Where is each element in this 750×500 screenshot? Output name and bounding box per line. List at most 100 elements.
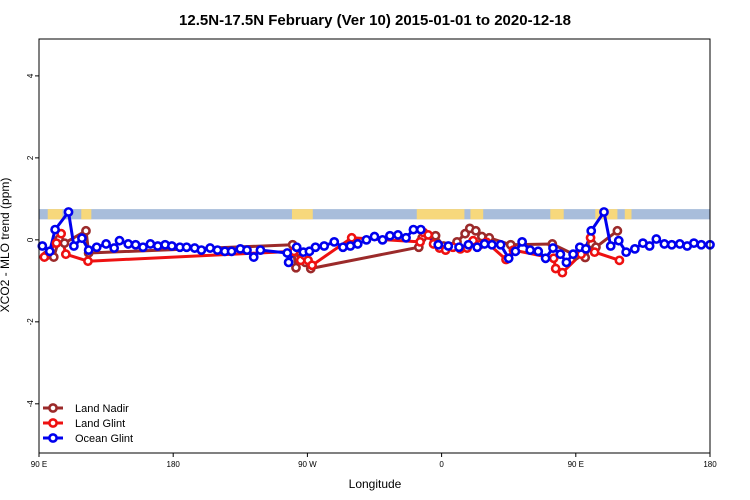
legend-marker-land-glint xyxy=(48,418,58,428)
ocean-glint-point-11 xyxy=(123,239,134,249)
ocean-glint-point-63 xyxy=(548,243,558,253)
land-segment-1 xyxy=(81,209,92,220)
land-glint-point-10 xyxy=(346,232,357,243)
ocean-glint-point-32 xyxy=(291,242,302,253)
land-ocean-band xyxy=(39,209,710,220)
ocean-glint-point-42 xyxy=(369,231,380,242)
ocean-glint-point-5 xyxy=(77,233,87,244)
ocean-glint-point-0 xyxy=(37,241,48,251)
land-glint-point-11 xyxy=(415,237,426,247)
land-glint-point-4 xyxy=(83,256,93,267)
ocean-glint-point-52 xyxy=(463,239,474,250)
ocean-glint-point-43 xyxy=(377,234,388,245)
land-glint-point-30 xyxy=(589,247,600,258)
ocean-glint-point-76 xyxy=(644,241,655,251)
legend-label-ocean-glint: Ocean Glint xyxy=(75,433,133,445)
ocean-glint-point-57 xyxy=(503,253,514,264)
ocean-glint-point-65 xyxy=(561,257,572,268)
ocean-glint-point-82 xyxy=(688,238,699,249)
ocean-glint-point-37 xyxy=(329,237,340,247)
legend-marker-ocean-glint xyxy=(48,433,58,443)
ocean-glint-point-36 xyxy=(319,241,330,251)
y-tick-label-0: -4 xyxy=(26,400,35,408)
ocean-glint-point-74 xyxy=(629,243,640,254)
x-tick-label-5: 180 xyxy=(703,460,717,469)
ocean-glint-point-53 xyxy=(472,242,483,253)
land-segment-7 xyxy=(624,209,632,220)
ocean-glint-point-64 xyxy=(555,249,566,260)
ocean-glint-point-69 xyxy=(586,225,597,236)
x-tick-label-3: 0 xyxy=(439,460,444,469)
ocean-glint-point-72 xyxy=(613,235,624,246)
land-glint-point-1 xyxy=(51,238,62,249)
ocean-glint-point-66 xyxy=(568,249,579,260)
ocean-glint-point-2 xyxy=(50,224,61,235)
land-glint-point-13 xyxy=(423,230,434,240)
ocean-glint-point-70 xyxy=(599,207,609,217)
ocean-glint-point-21 xyxy=(196,245,207,255)
ocean-glint-point-45 xyxy=(393,230,403,240)
ocean-glint-point-68 xyxy=(580,243,591,254)
y-axis: -4 -2 0 2 4 xyxy=(26,73,39,407)
y-tick-label-3: 2 xyxy=(26,155,35,160)
land-nadir-point-18 xyxy=(470,225,481,236)
land-glint-point-26 xyxy=(550,263,561,274)
ocean-glint-point-15 xyxy=(152,241,163,251)
ocean-glint-point-8 xyxy=(101,239,111,249)
y-tick-label-1: -2 xyxy=(26,318,35,326)
y-tick-label-2: 0 xyxy=(26,237,35,242)
land-glint-point-27 xyxy=(557,267,568,278)
x-axis-title: Longitude xyxy=(349,477,402,491)
ocean-glint-point-1 xyxy=(44,246,55,257)
ocean-glint-point-10 xyxy=(114,235,125,246)
land-glint-point-0 xyxy=(39,252,50,262)
land-segment-3 xyxy=(416,209,465,220)
ocean-glint-point-61 xyxy=(533,246,544,257)
legend-label-land-glint: Land Glint xyxy=(75,418,125,430)
ocean-glint-point-13 xyxy=(138,242,148,253)
x-tick-label-4: 90 E xyxy=(568,460,584,469)
ocean-glint-point-30 xyxy=(282,248,293,258)
ocean-glint-point-40 xyxy=(352,239,363,249)
y-axis-title: XCO2 - MLO trend (ppm) xyxy=(0,178,12,313)
x-tick-label-0: 90 E xyxy=(31,460,47,469)
x-axis: 90 E 180 90 W 0 90 E 180 xyxy=(31,453,717,469)
land-segment-4 xyxy=(470,209,484,220)
land-segment-2 xyxy=(291,209,313,220)
ocean-band xyxy=(39,209,710,220)
plot-frame xyxy=(38,38,711,454)
ocean-glint-point-55 xyxy=(487,239,497,250)
ocean-glint-point-79 xyxy=(666,239,677,250)
ocean-glint-point-44 xyxy=(385,230,395,241)
land-glint-point-9 xyxy=(307,260,317,271)
legend: Land Nadir Land Glint Ocean Glint xyxy=(43,403,133,445)
ocean-glint-point-60 xyxy=(525,245,536,255)
legend-label-land-nadir: Land Nadir xyxy=(75,403,129,415)
ocean-glint-point-25 xyxy=(226,246,237,257)
ocean-glint-point-9 xyxy=(109,243,120,253)
land-nadir-point-4 xyxy=(81,225,91,236)
ocean-glint-point-31 xyxy=(283,257,294,268)
ocean-glint-point-62 xyxy=(540,253,551,264)
land-glint-point-3 xyxy=(60,249,71,260)
ocean-glint-point-23 xyxy=(212,245,223,255)
ocean-glint-point-28 xyxy=(248,252,259,262)
ocean-glint-point-51 xyxy=(454,242,464,253)
ocean-glint-point-48 xyxy=(415,224,426,235)
ocean-glint-point-49 xyxy=(433,239,444,250)
ocean-glint-point-4 xyxy=(68,241,79,251)
land-nadir-point-13 xyxy=(430,230,441,241)
ocean-glint-point-59 xyxy=(517,237,528,247)
ocean-glint-point-83 xyxy=(696,239,707,250)
series-points xyxy=(37,207,715,278)
ocean-glint-point-56 xyxy=(495,239,506,250)
land-segment-5 xyxy=(550,209,564,220)
ocean-glint-point-58 xyxy=(510,246,521,257)
land-nadir-point-27 xyxy=(612,225,623,236)
ocean-glint-point-29 xyxy=(255,245,266,255)
ocean-glint-point-41 xyxy=(361,234,372,245)
x-tick-label-1: 180 xyxy=(167,460,181,469)
chart-title: 12.5N-17.5N February (Ver 10) 2015-01-01… xyxy=(179,12,571,29)
land-nadir-point-7 xyxy=(291,262,301,273)
